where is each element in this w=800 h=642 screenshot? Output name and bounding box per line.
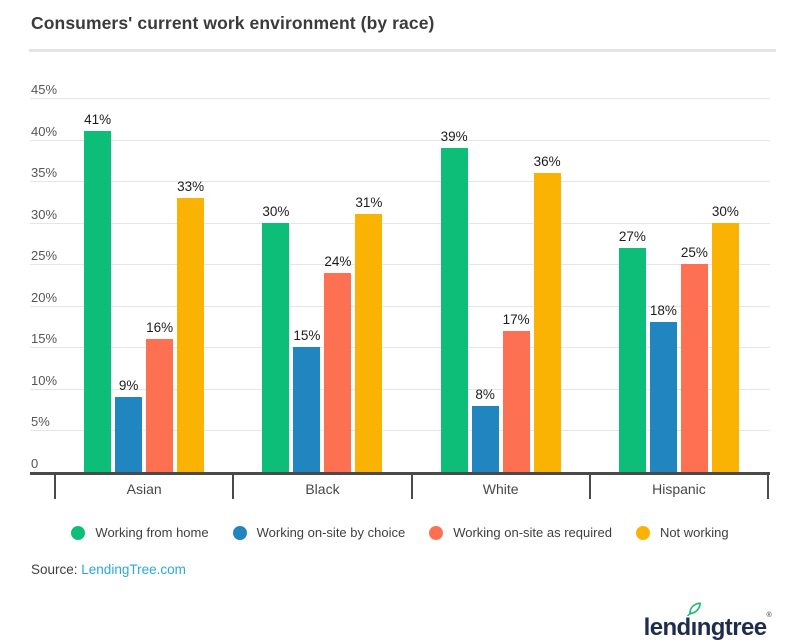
bar-value-label: 24%	[324, 253, 352, 269]
bar-black-1	[262, 222, 290, 472]
gridline	[30, 181, 770, 183]
x-axis-tick	[410, 472, 413, 499]
category-label-hispanic: Hispanic	[652, 481, 706, 497]
bar-asian-3	[146, 339, 174, 472]
y-axis-tick-label: 35%	[31, 165, 58, 181]
bar-value-label: 15%	[293, 328, 321, 344]
bar-value-label: 30%	[262, 203, 290, 219]
logo-trademark: ®	[766, 612, 771, 619]
legend-swatch-icon	[232, 525, 247, 540]
legend-label: Working from home	[95, 525, 209, 540]
gridline	[30, 388, 770, 390]
bar-hispanic-3	[680, 264, 708, 473]
logo-letter-i: ı	[686, 602, 701, 642]
lendingtree-logo: lend ıngtree®	[643, 593, 772, 642]
y-axis-tick-label: 20%	[31, 289, 58, 305]
bar-asian-2	[115, 397, 143, 472]
category-label-white: White	[482, 481, 519, 497]
y-axis-tick-label: 25%	[31, 248, 58, 264]
bar-value-label: 39%	[440, 128, 468, 144]
gridline	[30, 139, 770, 141]
gridline	[30, 264, 770, 266]
gridline	[30, 430, 770, 432]
legend-swatch-icon	[71, 525, 86, 540]
bar-white-1	[440, 147, 468, 472]
bar-white-3	[502, 330, 530, 472]
x-axis-line	[30, 472, 770, 475]
gridline	[30, 305, 770, 307]
bar-value-label: 27%	[618, 228, 646, 244]
x-axis-tick	[767, 472, 769, 499]
bar-hispanic-2	[649, 322, 677, 472]
legend-item: Working on-site as required	[429, 525, 612, 540]
logo-text-post: ngtree	[696, 614, 767, 641]
bar-hispanic-4	[711, 222, 739, 472]
bar-asian-4	[177, 197, 205, 472]
bar-value-label: 33%	[177, 178, 205, 194]
legend-swatch-icon	[635, 525, 650, 540]
legend-swatch-icon	[429, 525, 444, 540]
legend-label: Working on-site as required	[453, 525, 612, 540]
title-divider	[29, 49, 776, 52]
y-axis-tick-label: 30%	[31, 206, 58, 222]
legend-label: Working on-site by choice	[256, 525, 406, 540]
chart-legend: Working from home Working on-site by choi…	[0, 525, 800, 540]
y-axis-tick-label: 5%	[31, 414, 50, 430]
chart-title: Consumers' current work environment (by …	[31, 13, 435, 33]
gridline	[30, 347, 770, 349]
y-axis-tick-label: 40%	[31, 123, 58, 139]
bar-value-label: 9%	[118, 378, 139, 394]
y-axis-tick-label: 15%	[31, 331, 58, 347]
logo-wordmark: lend ıngtree®	[643, 593, 772, 642]
bar-value-label: 31%	[355, 195, 383, 211]
bar-value-label: 30%	[711, 203, 739, 219]
bar-hispanic-1	[618, 247, 646, 472]
source-link[interactable]: LendingTree.com	[81, 562, 186, 577]
legend-label: Not working	[659, 525, 729, 540]
legend-item: Working from home	[71, 525, 209, 540]
bar-black-4	[355, 214, 383, 472]
legend-item: Working on-site by choice	[232, 525, 406, 540]
gridline	[30, 98, 770, 99]
bar-value-label: 16%	[146, 320, 174, 335]
bar-white-4	[533, 172, 561, 472]
y-axis-tick-label: 0	[31, 456, 39, 471]
bar-value-label: 8%	[475, 386, 495, 402]
x-axis-tick	[54, 472, 56, 499]
logo-text-pre: lend	[643, 614, 692, 641]
bar-value-label: 18%	[649, 303, 677, 319]
bar-black-2	[293, 347, 321, 473]
source-label: Source:	[31, 562, 82, 577]
category-label-black: Black	[305, 481, 340, 497]
bar-white-2	[471, 405, 499, 472]
source-line: Source: LendingTree.com	[31, 562, 186, 577]
x-axis-tick	[588, 472, 591, 499]
bar-value-label: 36%	[533, 153, 561, 169]
bar-value-label: 25%	[680, 245, 708, 261]
bar-asian-1	[84, 131, 112, 472]
bar-black-3	[324, 272, 352, 472]
y-axis-tick-label: 10%	[31, 372, 58, 388]
x-axis-tick	[232, 472, 235, 499]
gridline	[30, 222, 770, 224]
legend-item: Not working	[635, 525, 729, 540]
bar-value-label: 41%	[84, 112, 112, 128]
leaf-icon	[686, 602, 701, 616]
category-label-asian: Asian	[126, 481, 162, 497]
bar-value-label: 17%	[502, 311, 530, 327]
y-axis-tick-label: 45%	[31, 82, 58, 97]
